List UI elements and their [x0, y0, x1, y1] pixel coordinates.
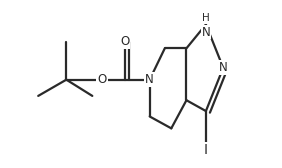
- Text: O: O: [120, 35, 129, 48]
- Text: N: N: [145, 73, 154, 86]
- Text: N: N: [202, 26, 210, 39]
- Text: I: I: [204, 143, 208, 157]
- Text: N: N: [219, 61, 228, 74]
- Text: H: H: [202, 13, 210, 23]
- Text: O: O: [97, 73, 107, 86]
